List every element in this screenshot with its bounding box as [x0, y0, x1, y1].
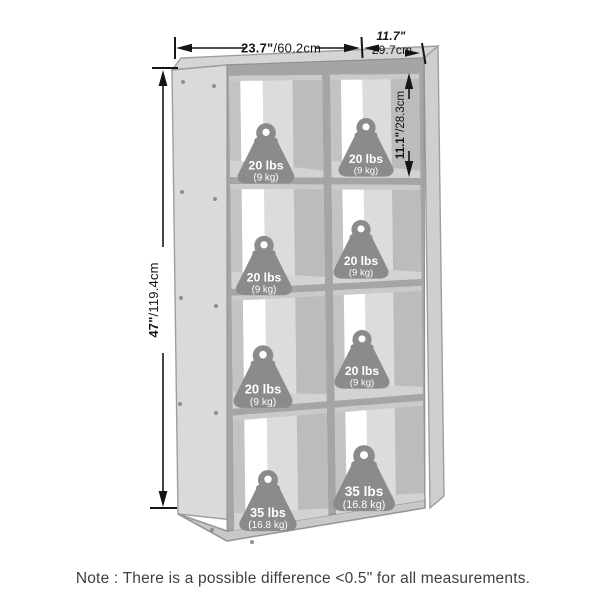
weight-lbs-label: 20 lbs	[344, 254, 378, 268]
arrow-up-icon	[158, 70, 168, 86]
weight-lbs-label: 20 lbs	[248, 159, 283, 173]
left-side-panel	[171, 64, 234, 521]
weight-kg-label: (9 kg)	[354, 166, 378, 177]
cube-left-wall	[232, 414, 246, 531]
screw-hole-dot	[210, 528, 214, 532]
arrow-right-icon	[344, 43, 360, 53]
weight-row2-left: 20 lbs (9 kg)	[236, 235, 292, 295]
cube-right-shade	[394, 400, 425, 505]
weight-kg-label: (16.8 kg)	[248, 520, 287, 531]
screw-hole-dot	[214, 411, 218, 415]
weight-row4-right: 35 lbs (16.8 kg)	[332, 445, 396, 512]
cube-height-label: 11.1"/28.3cm	[395, 91, 407, 159]
cube-left-wall	[229, 75, 242, 178]
weight-capacity-icons: 20 lbs (9 kg) 20 lbs (9 kg) 20 lbs (9 kg…	[233, 117, 396, 531]
weight-row3-right: 20 lbs (9 kg)	[334, 329, 390, 389]
arrow-left-icon	[364, 44, 379, 52]
weight-lbs-label: 20 lbs	[349, 152, 383, 166]
depth-label-inches: 11.7"	[376, 29, 405, 43]
arrow-right-icon	[405, 49, 420, 57]
weight-row3-left: 20 lbs (9 kg)	[233, 345, 293, 408]
cube-top-shadow	[330, 74, 420, 80]
weight-lbs-label: 35 lbs	[250, 506, 286, 520]
weight-kg-label: (9 kg)	[252, 284, 277, 295]
cube-left-wall	[230, 184, 243, 289]
cube-right-shade	[293, 184, 325, 286]
screw-hole-dot	[178, 402, 182, 406]
arrow-up-icon	[404, 73, 414, 89]
cube-right-shade	[392, 184, 422, 281]
cube-top-shadow	[230, 184, 324, 190]
cube-height-dimension: 11.1"/28.3cm	[395, 73, 414, 177]
screw-holes	[178, 80, 254, 544]
width-label: 23.7"/60.2cm	[241, 41, 321, 56]
arrow-down-icon	[158, 491, 168, 507]
cube-right-shade	[295, 290, 327, 404]
weight-kg-label: (9 kg)	[253, 172, 278, 183]
height-dimension: 47"/119.4cm	[146, 67, 178, 509]
weight-row4-left: 35 lbs (16.8 kg)	[239, 470, 297, 531]
screw-hole-dot	[179, 296, 183, 300]
screw-hole-dot	[181, 80, 185, 84]
screw-hole-dot	[214, 304, 218, 308]
screw-hole-dot	[212, 84, 216, 88]
weight-row2-right: 20 lbs (9 kg)	[333, 219, 389, 279]
cube-right-shade	[296, 408, 329, 521]
cube-top-shadow	[331, 184, 421, 190]
screw-hole-dot	[250, 540, 254, 544]
note-text: Note : There is a possible difference <0…	[76, 570, 530, 587]
weight-lbs-label: 20 lbs	[247, 271, 282, 285]
cube-top-shadow	[232, 408, 327, 421]
cube-right-shade	[393, 285, 423, 396]
depth-dimension: 11.7" 29.7cm	[364, 29, 427, 65]
right-side-panel	[423, 44, 445, 510]
weight-kg-label: (9 kg)	[350, 378, 374, 389]
arrow-down-icon	[404, 161, 414, 177]
weight-lbs-label: 20 lbs	[345, 364, 379, 378]
weight-row1-right: 20 lbs (9 kg)	[338, 117, 394, 177]
cube-top-shadow	[231, 290, 326, 301]
weight-kg-label: (9 kg)	[349, 268, 373, 279]
cube-top-shadow	[229, 75, 323, 81]
weight-row1-left: 20 lbs (9 kg)	[237, 123, 295, 183]
depth-label-cm: 29.7cm	[372, 43, 413, 57]
screw-hole-dot	[180, 190, 184, 194]
weight-lbs-label: 20 lbs	[245, 381, 282, 396]
cube-top-shadow	[334, 400, 423, 413]
width-dimension: 23.7"/60.2cm	[174, 36, 364, 59]
cube-left-wall	[330, 74, 343, 178]
cube-right-shade	[390, 74, 421, 178]
cube-interior	[232, 408, 329, 531]
screw-hole-dot	[213, 197, 217, 201]
weight-kg-label: (16.8 kg)	[343, 499, 386, 511]
cube-top-shadow	[333, 285, 422, 296]
weight-kg-label: (9 kg)	[250, 397, 276, 408]
height-label: 47"/119.4cm	[146, 262, 161, 337]
cube-left-wall	[231, 295, 245, 409]
arrow-left-icon	[176, 43, 192, 53]
weight-lbs-label: 35 lbs	[345, 484, 384, 499]
cube-right-shade	[292, 75, 324, 178]
